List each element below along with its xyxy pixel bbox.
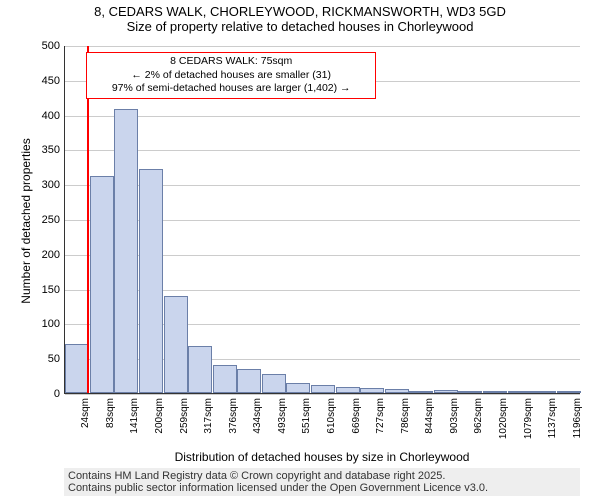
xtick-label: 1020sqm (498, 398, 509, 439)
ytick-label: 300 (32, 179, 60, 191)
histogram-bar (508, 391, 532, 393)
annotation-line2: ← 2% of detached houses are smaller (31) (93, 69, 369, 83)
histogram-bar (90, 176, 114, 393)
histogram-bar (262, 374, 286, 393)
title-address: 8, CEDARS WALK, CHORLEYWOOD, RICKMANSWOR… (0, 4, 600, 19)
histogram-bar (557, 391, 581, 393)
xtick-label: 141sqm (129, 398, 140, 434)
ytick-label: 200 (32, 249, 60, 261)
xtick-label: 669sqm (351, 398, 362, 434)
xtick-label: 434sqm (252, 398, 263, 434)
xtick-label: 83sqm (105, 398, 116, 428)
ytick-label: 100 (32, 318, 60, 330)
x-axis-label: Distribution of detached houses by size … (64, 450, 580, 464)
xtick-label: 903sqm (449, 398, 460, 434)
xtick-label: 1196sqm (572, 398, 583, 438)
footer-line2: Contains public sector information licen… (68, 482, 576, 494)
ytick-label: 400 (32, 110, 60, 122)
histogram-bar (213, 365, 237, 393)
histogram-bar (311, 385, 335, 393)
grid-line (65, 46, 580, 47)
title-subtitle: Size of property relative to detached ho… (0, 19, 600, 34)
xtick-label: 610sqm (326, 398, 337, 434)
histogram-bar (483, 391, 507, 393)
histogram-bar (188, 346, 212, 393)
histogram-bar (114, 109, 138, 393)
chart-title: 8, CEDARS WALK, CHORLEYWOOD, RICKMANSWOR… (0, 4, 600, 34)
histogram-bar (360, 388, 384, 393)
ytick-label: 150 (32, 284, 60, 296)
footer-line1: Contains HM Land Registry data © Crown c… (68, 470, 576, 482)
xtick-label: 317sqm (203, 398, 214, 434)
histogram-bar (434, 390, 458, 393)
ytick-label: 50 (32, 353, 60, 365)
histogram-bar (164, 296, 188, 393)
xtick-label: 786sqm (400, 398, 411, 434)
xtick-label: 551sqm (301, 398, 312, 434)
footer-attribution: Contains HM Land Registry data © Crown c… (64, 468, 580, 496)
xtick-label: 844sqm (424, 398, 435, 434)
xtick-label: 962sqm (473, 398, 484, 434)
annotation-line1: 8 CEDARS WALK: 75sqm (93, 55, 369, 69)
xtick-label: 727sqm (375, 398, 386, 434)
xtick-label: 200sqm (154, 398, 165, 434)
xtick-label: 493sqm (277, 398, 288, 434)
ytick-label: 350 (32, 144, 60, 156)
grid-line (65, 394, 580, 395)
xtick-label: 259sqm (179, 398, 190, 434)
histogram-bar (409, 391, 433, 393)
grid-line (65, 116, 580, 117)
histogram-bar (458, 391, 482, 393)
histogram-bar (385, 389, 409, 393)
histogram-bar (286, 383, 310, 393)
annotation-line3: 97% of semi-detached houses are larger (… (93, 82, 369, 96)
xtick-label: 1079sqm (523, 398, 534, 439)
histogram-bar (139, 169, 163, 393)
histogram-bar (237, 369, 261, 393)
ytick-label: 0 (32, 388, 60, 400)
ytick-label: 500 (32, 40, 60, 52)
xtick-label: 24sqm (80, 398, 91, 428)
xtick-label: 376sqm (228, 398, 239, 434)
histogram-bar (532, 391, 556, 393)
ytick-label: 450 (32, 75, 60, 87)
y-axis-label: Number of detached properties (19, 121, 33, 321)
histogram-bar (336, 387, 360, 393)
chart-container: 8, CEDARS WALK, CHORLEYWOOD, RICKMANSWOR… (0, 0, 600, 500)
ytick-label: 250 (32, 214, 60, 226)
annotation-callout: 8 CEDARS WALK: 75sqm← 2% of detached hou… (86, 52, 376, 99)
histogram-bar (65, 344, 89, 393)
xtick-label: 1137sqm (547, 398, 558, 438)
grid-line (65, 150, 580, 151)
